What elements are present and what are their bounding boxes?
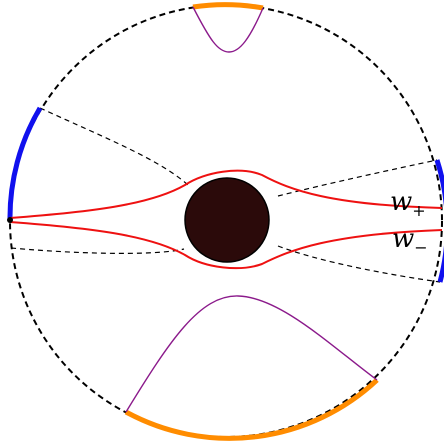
label-w-minus: w− bbox=[392, 224, 428, 257]
dashed-geodesic-left-upper bbox=[39, 107, 189, 186]
boundary-circle bbox=[9, 4, 443, 438]
central-disk bbox=[184, 177, 270, 263]
label-w-plus: w+ bbox=[390, 187, 426, 220]
blue-boundary-arc-right bbox=[434, 159, 444, 283]
purple-curve-top bbox=[192, 6, 264, 53]
dashed-geodesic-right-upper bbox=[277, 159, 438, 197]
red-curve-upper bbox=[9, 169, 443, 219]
orange-boundary-arc-bottom bbox=[124, 378, 379, 441]
purple-curve-bottom bbox=[125, 295, 378, 413]
orange-boundary-arc-top bbox=[192, 2, 264, 11]
dashed-geodesic-right-lower bbox=[277, 245, 441, 283]
endpoint-dot-left bbox=[7, 217, 13, 223]
red-curve-lower bbox=[9, 221, 443, 270]
dashed-geodesic-left-lower bbox=[10, 247, 185, 254]
blue-boundary-arc-left bbox=[7, 106, 43, 222]
